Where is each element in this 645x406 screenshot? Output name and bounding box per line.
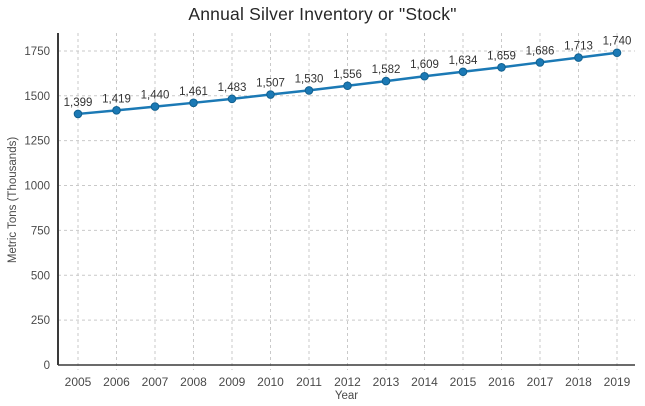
data-point-label: 1,582 [372,64,401,76]
y-tick-label: 250 [31,315,50,327]
data-point-marker[interactable] [420,71,429,81]
x-tick-label: 2018 [565,375,592,389]
x-tick-label: 2010 [257,375,284,389]
data-point-marker[interactable] [150,102,160,111]
data-point-marker[interactable] [381,76,391,86]
data-point-marker[interactable] [574,53,583,62]
x-tick-label: 2011 [296,375,322,389]
data-point-label: 1,461 [179,86,208,98]
data-point-label: 1,507 [256,78,285,90]
data-point-marker[interactable] [189,98,198,108]
x-tick-label: 2012 [334,375,361,389]
data-point-label: 1,419 [102,93,131,105]
x-tick-label: 2009 [219,375,246,389]
data-point-marker[interactable] [497,62,506,72]
y-tick-label: 500 [31,270,50,282]
data-point-label: 1,634 [449,55,478,67]
x-axis-title: Year [334,390,359,402]
x-tick-label: 2019 [604,375,631,389]
x-tick-label: 2006 [103,375,130,389]
chart-title: Annual Silver Inventory or "Stock" [188,4,457,24]
data-point-marker[interactable] [266,90,275,99]
data-point-label: 1,556 [333,69,362,81]
data-point-label: 1,713 [564,41,593,53]
data-point-label: 1,399 [64,97,93,109]
y-tick-label: 750 [31,225,50,237]
data-point-label: 1,609 [410,59,439,71]
y-tick-label: 1750 [24,46,50,58]
y-tick-label: 0 [44,360,50,372]
data-point-marker[interactable] [304,86,314,95]
x-tick-label: 2008 [180,375,207,389]
data-point-marker[interactable] [612,48,622,58]
y-axis-title: Metric Tons (Thousands) [7,136,19,264]
y-tick-label: 1250 [24,136,50,148]
data-point-label: 1,483 [218,82,247,94]
data-point-label: 1,740 [603,36,632,48]
data-point-marker[interactable] [535,58,545,67]
x-tick-label: 2017 [527,375,554,389]
y-tick-label: 1000 [24,181,50,193]
data-point-marker[interactable] [227,94,237,104]
data-point-marker[interactable] [112,106,121,115]
x-tick-label: 2007 [142,375,169,389]
data-point-marker[interactable] [458,67,468,77]
data-point-label: 1,686 [526,45,555,57]
x-tick-label: 2015 [450,375,477,389]
y-tick-label: 1500 [24,91,50,103]
data-point-marker[interactable] [73,109,83,119]
data-point-marker[interactable] [343,81,352,91]
x-tick-label: 2014 [411,375,438,389]
data-point-label: 1,530 [295,73,324,85]
x-tick-label: 2013 [373,375,400,389]
data-point-label: 1,659 [487,50,516,62]
x-tick-label: 2016 [488,375,515,389]
data-point-label: 1,440 [141,90,170,102]
x-tick-label: 2005 [65,375,92,389]
